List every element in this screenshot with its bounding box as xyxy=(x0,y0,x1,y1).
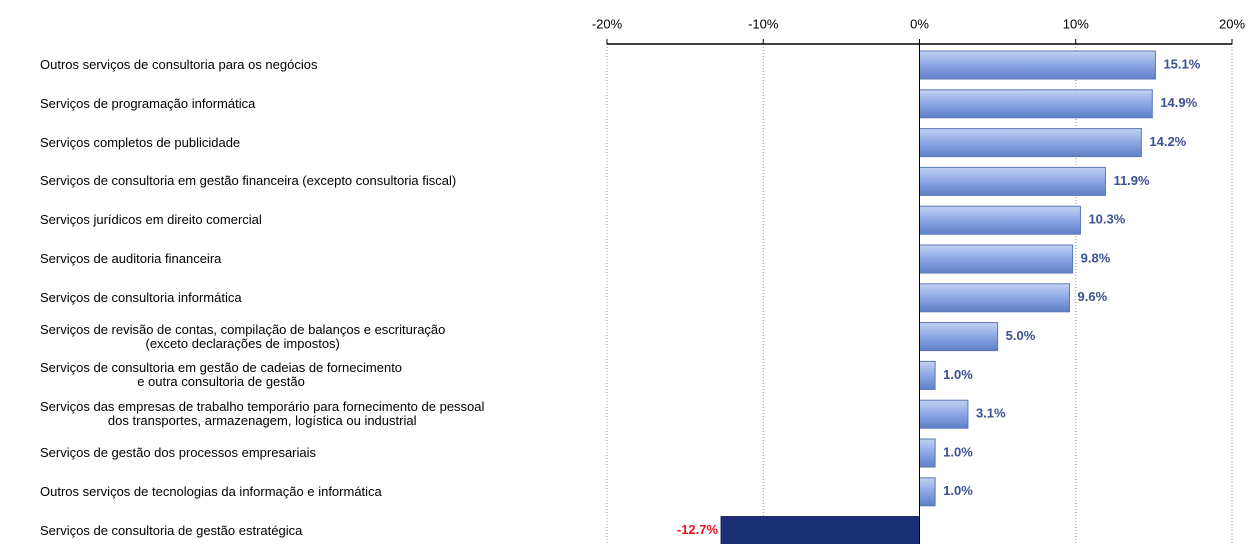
bar xyxy=(919,360,936,390)
bar xyxy=(919,244,1074,274)
bar xyxy=(919,283,1070,313)
bar xyxy=(919,166,1106,196)
bar xyxy=(919,128,1142,158)
bar xyxy=(919,399,969,429)
category-label: Serviços completos de publicidade xyxy=(40,134,241,150)
bar xyxy=(919,205,1081,235)
category-label: Serviços de consultoria de gestão estrat… xyxy=(40,522,303,538)
category-label: Serviços de consultoria em gestão de cad… xyxy=(40,360,403,390)
value-label: 1.0% xyxy=(943,444,973,459)
x-tick-label: 0% xyxy=(910,16,929,31)
category-label: Serviços de gestão dos processos empresa… xyxy=(40,445,317,460)
bar xyxy=(919,50,1156,80)
x-tick-label: -20% xyxy=(592,16,623,31)
value-label: 10.3% xyxy=(1088,212,1125,227)
category-label: Outros serviços de consultoria para os n… xyxy=(40,57,318,72)
value-label: 3.1% xyxy=(976,406,1006,421)
value-label: 11.9% xyxy=(1113,173,1150,188)
category-label: Serviços de auditoria financeira xyxy=(40,251,222,266)
value-label: 14.2% xyxy=(1149,134,1186,149)
bar xyxy=(919,322,999,352)
x-tick-label: 20% xyxy=(1219,16,1245,31)
value-label: 9.6% xyxy=(1078,289,1108,304)
value-label: 5.0% xyxy=(1006,328,1036,343)
category-label: Serviços jurídicos em direito comercial xyxy=(40,212,262,228)
bar xyxy=(919,438,936,468)
value-label: 1.0% xyxy=(943,367,973,382)
bar xyxy=(919,477,936,507)
x-tick-label: 10% xyxy=(1063,16,1089,31)
category-label: Outros serviços de tecnologias da inform… xyxy=(40,483,382,499)
category-label: Serviços de consultoria em gestão financ… xyxy=(40,173,457,189)
category-label: Serviços de consultoria informática xyxy=(40,289,242,305)
value-label: 14.9% xyxy=(1160,95,1197,110)
x-tick-label: -10% xyxy=(748,16,779,31)
category-label: Serviços de programação informática xyxy=(40,95,256,111)
category-label: Serviços das empresas de trabalho tempor… xyxy=(40,399,485,429)
bar xyxy=(720,516,920,544)
value-label: 15.1% xyxy=(1163,56,1200,71)
category-label: Serviços de revisão de contas, compilaçã… xyxy=(40,321,446,351)
bar xyxy=(919,89,1153,119)
value-label: 9.8% xyxy=(1081,250,1111,265)
value-label: 1.0% xyxy=(943,483,973,498)
value-label: -12.7% xyxy=(677,522,719,537)
